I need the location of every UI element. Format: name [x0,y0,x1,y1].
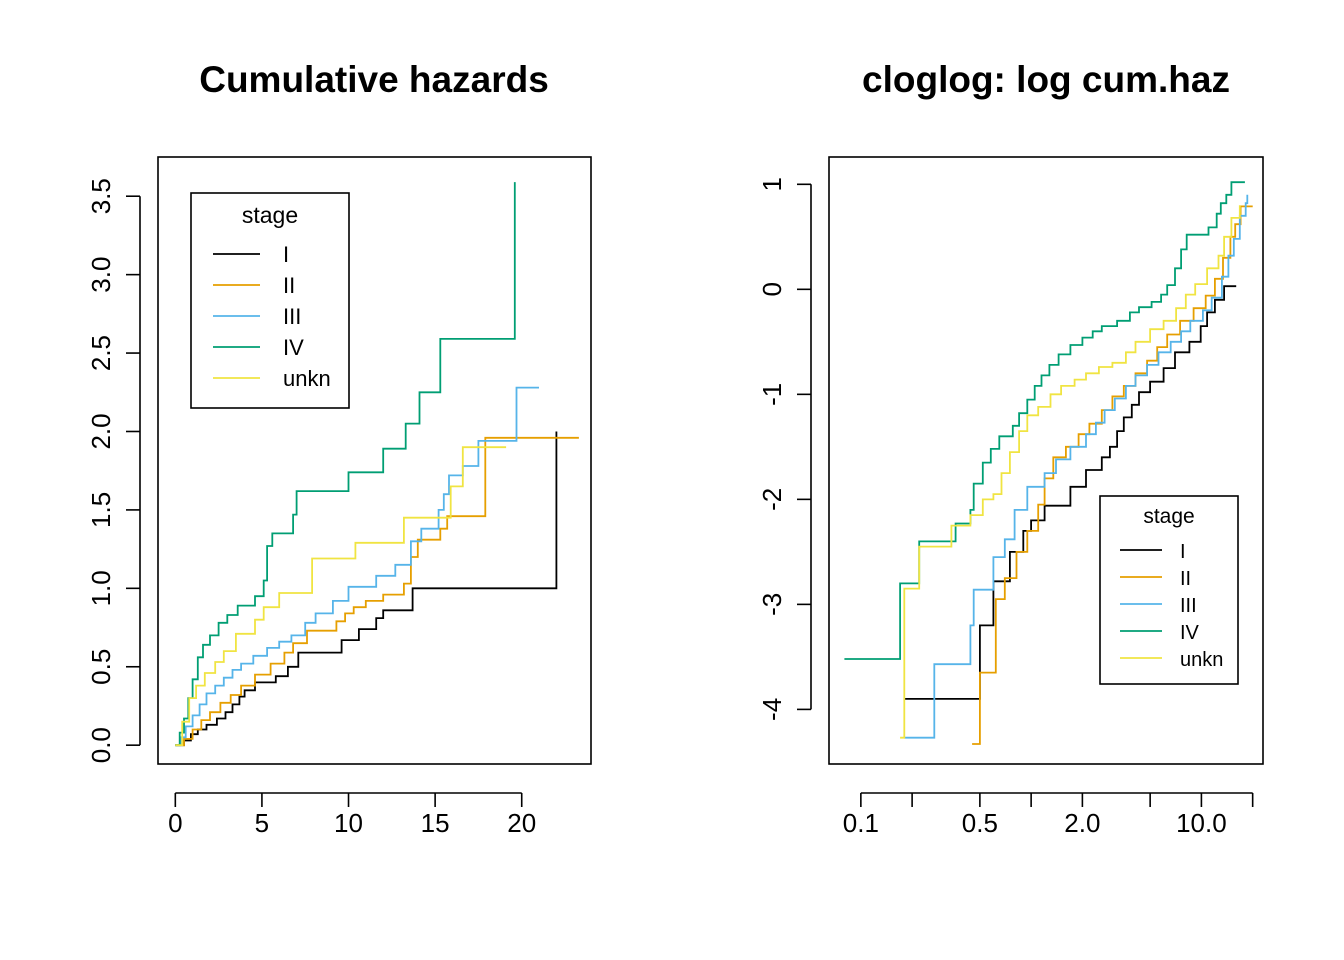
right-series-line-III [904,194,1249,739]
right-y-tick-label: 0 [757,282,787,296]
right-legend-label-I: I [1180,541,1186,563]
left-y-tick-label: 0.5 [86,649,116,685]
right-chart-panel: cloglog: log cum.haz 0.1 0.5 2.0 10.0 -4-3-… [757,59,1264,838]
left-chart-panel: Cumulative hazards 0 5 10 15 20 0.0 0.5 1.0 1.5… [86,59,592,838]
left-x-tick-label: 20 [507,808,536,838]
left-y-tick-label: 2.5 [86,335,116,371]
left-legend-label-III: III [283,304,301,329]
left-series-line-III [175,386,539,747]
left-legend-label-II: II [283,273,295,298]
right-y-tick-label: -2 [757,488,787,511]
left-x-tick-label: 0 [168,808,182,838]
right-y-tick-label: -1 [757,383,787,406]
left-y-tick-label: 2.0 [86,413,116,449]
left-legend-box [190,192,350,409]
right-y-tick-label: -3 [757,593,787,616]
left-y-tick-label: 3.0 [86,257,116,293]
right-legend-box [1099,495,1239,685]
right-legend-label-IV: IV [1180,622,1200,644]
left-series-line-II [175,436,579,747]
right-legend-title: stage [1143,505,1194,528]
right-legend-label-III: III [1180,595,1197,617]
right-x-tick-label: 0.5 [962,808,998,838]
left-plot-frame [157,156,592,765]
right-x-tick-label: 10.0 [1176,808,1227,838]
right-chart-title: cloglog: log cum.haz [862,59,1230,100]
left-x-tick-label: 10 [334,808,363,838]
left-chart-title: Cumulative hazards [199,59,549,100]
right-series-line-IV [844,181,1245,660]
left-y-tick-label: 1.0 [86,570,116,606]
right-legend-label-unkn: unkn [1180,649,1223,671]
right-series-line-unkn [900,205,1241,739]
right-series-line-I [904,285,1237,700]
left-series-line-unkn [175,446,507,747]
left-legend-label-IV: IV [283,335,304,360]
left-x-axis: 0 5 10 15 20 [168,792,536,838]
left-series-line-I [175,431,558,747]
right-y-tick-label: 1 [757,177,787,191]
left-y-tick-label: 0.0 [86,727,116,763]
left-legend-title: stage [242,202,298,228]
left-x-tick-label: 5 [255,808,269,838]
right-x-axis: 0.1 0.5 2.0 10.0 [843,792,1254,838]
right-x-tick-label: 0.1 [843,808,879,838]
right-series-lines [844,181,1253,745]
right-series-line-II [972,205,1253,745]
right-plot-frame [828,156,1264,765]
left-series-line-IV [175,182,516,747]
left-legend-label-unkn: unkn [283,366,331,391]
left-legend-label-I: I [283,242,289,267]
right-x-tick-label: 2.0 [1064,808,1100,838]
left-series-lines [175,182,579,747]
right-y-axis: -4 -3 -2 -1 0 1 [757,177,812,721]
left-x-tick-label: 15 [421,808,450,838]
right-y-tick-label: -4 [757,698,787,721]
left-y-axis: 0.0 0.5 1.0 1.5 2.0 2.5 3.0 3.5 [86,178,141,763]
right-legend-label-II: II [1180,568,1191,590]
left-y-tick-label: 1.5 [86,492,116,528]
left-y-tick-label: 3.5 [86,178,116,214]
